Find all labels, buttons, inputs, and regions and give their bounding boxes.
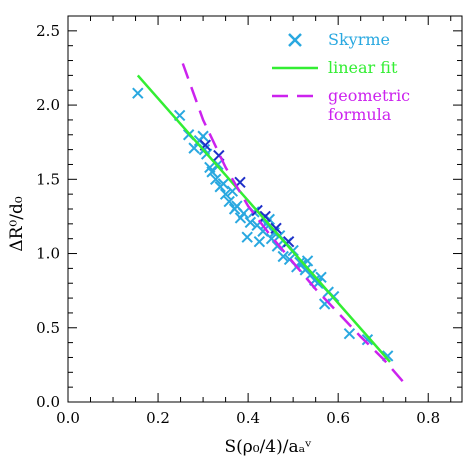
y-tick-label: 2.0 — [36, 96, 60, 114]
data-point-stroke — [213, 149, 225, 162]
data-point-stroke — [219, 188, 232, 200]
data-point-stroke — [244, 216, 257, 229]
axes: 0.0 0.2 0.4 0.6 0.8 0.0 0.5 1.0 1.5 2.0 2.5 — [36, 15, 463, 427]
legend-marker — [288, 33, 302, 47]
x-tick-label: 0.0 — [56, 409, 80, 427]
y-tick-label: 0.0 — [36, 393, 60, 411]
y-tick-label: 0.5 — [36, 319, 60, 337]
x-tick-label: 0.6 — [326, 409, 350, 427]
plot-area — [132, 63, 408, 387]
data-point — [206, 166, 218, 178]
data-point-stroke — [231, 200, 243, 212]
legend-label: formula — [328, 105, 392, 124]
data-point — [282, 235, 295, 248]
data-point-stroke — [343, 328, 356, 340]
data-point-stroke — [237, 207, 250, 220]
data-point-stroke — [299, 264, 312, 276]
data-point — [217, 178, 230, 190]
x-tick-label: 0.4 — [236, 409, 260, 427]
data-point-stroke — [270, 222, 282, 235]
data-point-stroke — [277, 250, 289, 263]
data-point-stroke — [257, 225, 269, 237]
y-tick-label: 1.0 — [36, 245, 60, 263]
linear-fit-line — [136, 74, 391, 363]
data-point-stroke — [223, 195, 235, 208]
legend-label: linear fit — [328, 58, 398, 77]
data-point — [270, 222, 282, 235]
data-point-stroke — [305, 268, 317, 281]
legend-label: Skyrme — [328, 30, 390, 49]
data-point — [259, 210, 271, 223]
geometric-formula-line — [181, 63, 408, 387]
data-point-stroke — [132, 87, 144, 99]
legend-item: linear fit — [272, 58, 398, 77]
data-point-stroke — [253, 235, 266, 248]
data-point — [209, 173, 222, 186]
data-point — [244, 216, 257, 229]
data-point-stroke — [217, 178, 230, 190]
data-point — [277, 250, 289, 263]
x-tick-label: 0.2 — [146, 409, 170, 427]
data-point-stroke — [259, 210, 271, 223]
data-point — [219, 188, 232, 200]
data-point — [237, 207, 250, 220]
data-point-stroke — [204, 161, 216, 174]
data-point — [343, 328, 356, 340]
data-point-stroke — [206, 166, 218, 178]
data-point — [253, 235, 266, 248]
data-point-stroke — [283, 253, 296, 266]
data-point-stroke — [241, 231, 253, 243]
data-point-stroke — [271, 240, 284, 252]
data-point-stroke — [361, 333, 374, 346]
y-axis-label: ΔR⁰/d₀ — [7, 196, 27, 252]
data-point — [361, 333, 374, 346]
x-axis-label: S(ρ₀/4)/aₐᵛ — [224, 437, 312, 457]
data-point-stroke — [265, 232, 278, 245]
plot-frame — [67, 15, 463, 403]
data-point — [223, 195, 235, 208]
legend-label: geometric — [328, 86, 410, 105]
data-point — [132, 87, 144, 99]
x-tick-label: 0.8 — [416, 409, 440, 427]
y-tick-label: 1.5 — [36, 170, 60, 188]
y-tick-label: 2.5 — [36, 22, 60, 40]
data-point-stroke — [282, 235, 295, 248]
data-point-stroke — [209, 173, 222, 186]
data-point — [241, 231, 253, 243]
legend-item: Skyrme — [288, 30, 390, 49]
data-point-stroke — [197, 130, 209, 142]
data-point — [197, 130, 209, 142]
